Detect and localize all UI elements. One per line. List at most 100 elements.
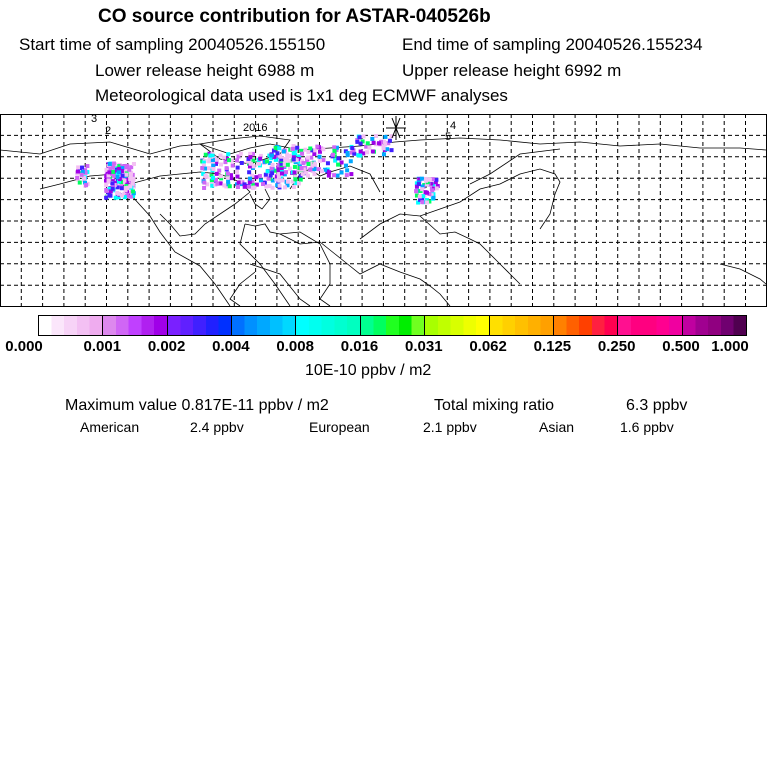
- emission-cell: [279, 158, 284, 163]
- emission-cell: [254, 182, 259, 187]
- emission-cell: [211, 166, 216, 171]
- emission-cell: [427, 177, 432, 182]
- emission-cell: [229, 158, 234, 163]
- emission-cell: [247, 170, 252, 175]
- emission-cell: [291, 157, 296, 162]
- emission-cell: [339, 170, 344, 175]
- emission-cell: [81, 178, 86, 183]
- emission-cell: [238, 151, 243, 156]
- emission-cell: [345, 168, 350, 173]
- emission-cell: [305, 159, 310, 164]
- emission-cell: [229, 176, 234, 181]
- emission-cell: [230, 163, 235, 168]
- emission-cell: [264, 159, 269, 164]
- emission-cell: [434, 177, 439, 182]
- emission-cell: [358, 153, 363, 158]
- emission-cell: [76, 165, 81, 170]
- emission-cell: [257, 173, 262, 178]
- emission-cell: [308, 167, 313, 172]
- emission-cell: [308, 161, 313, 166]
- meteorological-data: Meteorological data used is 1x1 deg ECMW…: [95, 86, 508, 105]
- emission-cell: [117, 177, 122, 182]
- emission-cell: [419, 176, 424, 181]
- emission-cell: [317, 167, 322, 172]
- emission-cell: [116, 164, 121, 169]
- emission-cell: [210, 153, 215, 158]
- emission-cell: [209, 178, 214, 183]
- emission-cell: [77, 180, 82, 185]
- maximum-value: Maximum value 0.817E-11 ppbv / m2: [65, 397, 329, 414]
- emission-cell: [110, 169, 115, 174]
- emission-cell: [248, 151, 253, 156]
- colorbar-tick-label: 0.008: [276, 338, 314, 355]
- emission-cell: [203, 173, 208, 178]
- emission-cell: [110, 172, 115, 177]
- emission-cell: [279, 162, 284, 167]
- emission-cell: [287, 166, 292, 171]
- emission-cell: [371, 140, 376, 145]
- emission-cell: [210, 158, 215, 163]
- emission-cell: [108, 166, 113, 171]
- emission-cell: [417, 194, 422, 199]
- emission-cell: [293, 147, 298, 152]
- emission-cell: [223, 160, 228, 165]
- emission-cell: [351, 148, 356, 153]
- emission-cell: [321, 147, 326, 152]
- emission-cell: [267, 184, 272, 189]
- emission-cell: [335, 173, 340, 178]
- emission-cell: [319, 146, 324, 151]
- emission-cell: [250, 173, 255, 178]
- emission-cell: [210, 175, 215, 180]
- emission-cell: [277, 153, 282, 158]
- emission-cell: [128, 176, 133, 181]
- emission-cell: [312, 151, 317, 156]
- emission-cell: [293, 181, 298, 186]
- emission-cell: [83, 180, 88, 185]
- emission-cell: [299, 165, 304, 170]
- end-time: End time of sampling 20040526.155234: [402, 35, 703, 54]
- emission-cell: [276, 172, 281, 177]
- emission-cell: [228, 173, 233, 178]
- emission-cell: [84, 183, 89, 188]
- emission-cell: [276, 174, 281, 179]
- emission-cell: [270, 162, 275, 167]
- emission-cell: [250, 151, 255, 156]
- emission-cell: [124, 177, 129, 182]
- emission-cell: [236, 180, 241, 185]
- emission-cell: [108, 193, 113, 198]
- emission-cell: [374, 134, 379, 139]
- emission-cell: [357, 135, 362, 140]
- emission-cell: [128, 184, 133, 189]
- emission-cell: [269, 166, 274, 171]
- emission-cell: [321, 158, 326, 163]
- emission-cell: [420, 200, 425, 205]
- emission-cell: [123, 186, 128, 191]
- total-mixing-ratio-value: 6.3 ppbv: [626, 397, 688, 414]
- emission-cell: [416, 200, 421, 205]
- emission-cell: [277, 183, 282, 188]
- region-european-value: 2.1 ppbv: [423, 419, 477, 435]
- emission-cell: [290, 146, 295, 151]
- emission-cell: [83, 168, 88, 173]
- emission-cell: [275, 151, 280, 156]
- emission-cell: [387, 138, 392, 143]
- emission-cell: [305, 173, 310, 178]
- emission-cell: [345, 153, 350, 158]
- emission-cell: [226, 152, 231, 157]
- emission-cell: [323, 167, 328, 172]
- emission-cell: [381, 146, 386, 151]
- emission-cell: [282, 185, 287, 190]
- emission-cell: [389, 134, 394, 139]
- emission-cell: [309, 164, 314, 169]
- emission-cell: [245, 159, 250, 164]
- emission-cell: [288, 147, 293, 152]
- release-location-icon: [386, 116, 406, 140]
- emission-cell: [423, 190, 428, 195]
- emission-cell: [248, 155, 253, 160]
- emission-cell: [285, 179, 290, 184]
- emission-cell: [284, 152, 289, 157]
- emission-cell: [210, 183, 215, 188]
- emission-cell: [350, 145, 355, 150]
- colorbar-segment: [167, 316, 233, 335]
- emission-cell: [125, 193, 130, 198]
